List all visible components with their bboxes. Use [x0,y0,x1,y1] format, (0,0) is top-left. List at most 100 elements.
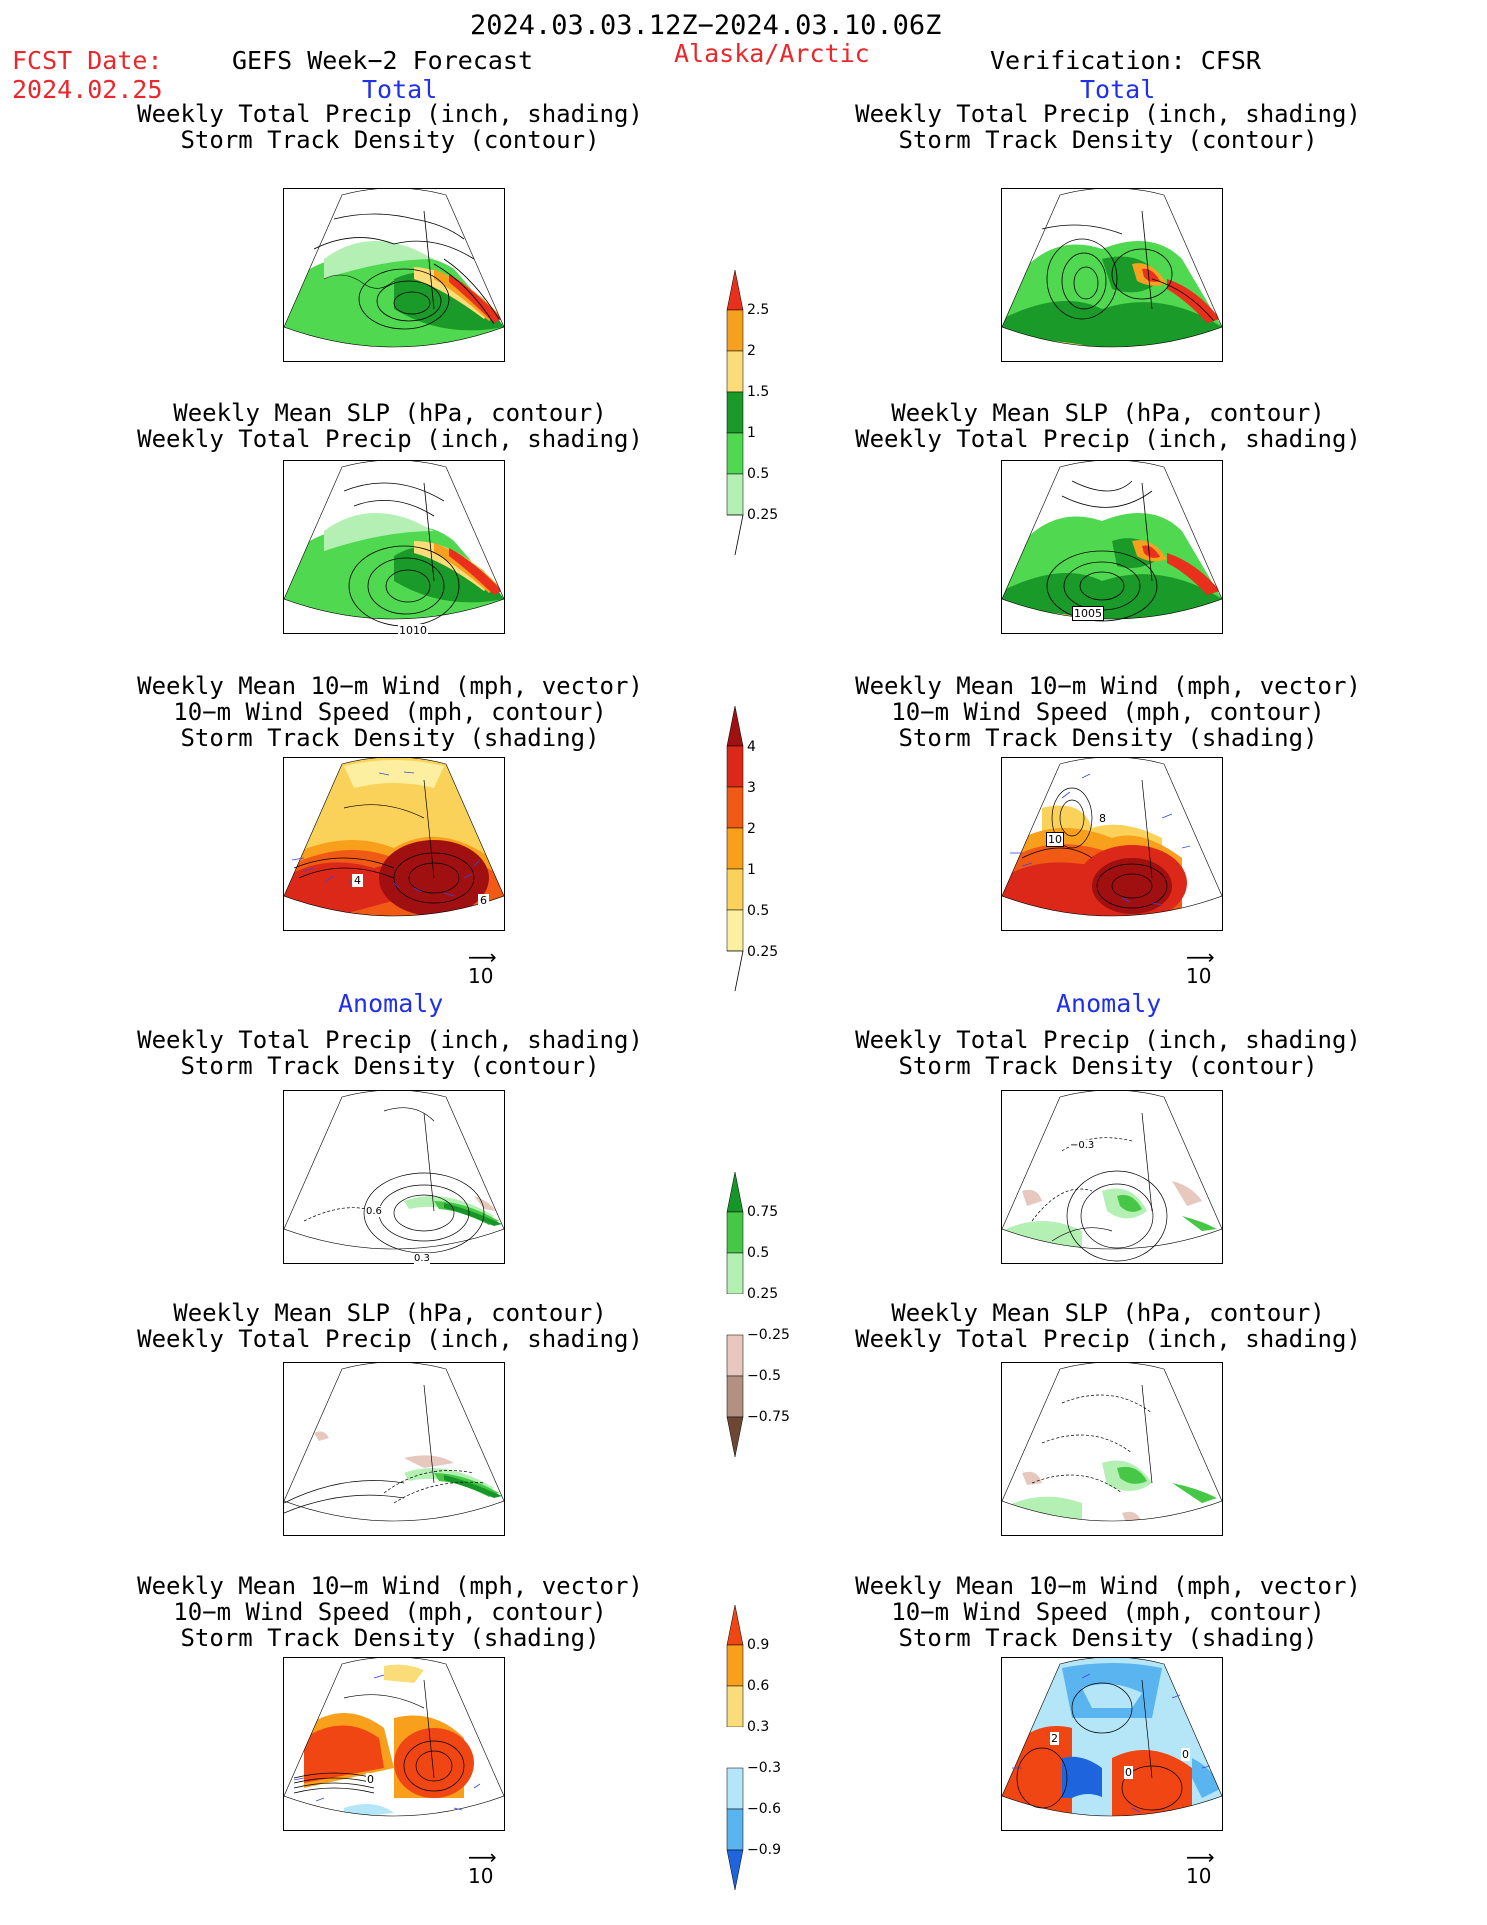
product-title: GEFS Week−2 Forecast [232,46,534,75]
date-range-title: 2024.03.03.12Z−2024.03.10.06Z [470,10,942,41]
reference-vector-label: 10 [468,964,494,988]
arrow-right-icon: ⟶ [1186,1845,1215,1869]
section-anomaly-left: Anomaly [338,989,444,1018]
colorbar-label: 1 [747,425,756,441]
slp-contour-label-verif: 1005 [1072,606,1104,621]
region-title: Alaska/Arctic [674,39,870,68]
fcst-date-label: FCST Date: [12,46,163,75]
colorbar-label: 0.3 [747,1719,770,1735]
title-line: Weekly Mean 10−m Wind (mph, vector) [137,1572,643,1600]
wind-contour-label-fcst-2: 6 [478,894,489,907]
title-line: Weekly Total Precip (inch, shading) [137,100,643,128]
colorbar-label: 0.6 [747,1678,770,1694]
reference-vector-total-verif: ⟶ 10 [1186,947,1215,988]
map-total-precip-track-verif [1001,188,1223,362]
title-line: Storm Track Density (shading) [898,724,1318,752]
title-line: Weekly Total Precip (inch, shading) [855,1325,1361,1353]
reference-vector-label: 10 [1186,964,1212,988]
title-line: 10−m Wind Speed (mph, contour) [173,1598,607,1626]
anom-track-label-fcst-a: 0.6 [366,1206,382,1217]
colorbar-label: 0.25 [747,944,779,960]
map-anom-precip-track-fcst [283,1090,505,1264]
colorbar-label: −0.25 [747,1327,790,1343]
colorbar-label: 4 [747,739,756,755]
colorbar-label: 0.5 [747,1245,770,1261]
colorbar-label: 0.75 [747,1204,779,1220]
title-anom-precip-track-fcst: Weekly Total Precip (inch, shading) Stor… [100,1027,680,1079]
title-line: Storm Track Density (shading) [898,1624,1318,1652]
map-anom-slp-precip-verif [1001,1362,1223,1536]
anom-track-label-verif: −0.3 [1070,1140,1095,1151]
anom-track-label-fcst-b: 0.3 [414,1253,430,1264]
colorbar-label: 0.5 [747,903,770,919]
title-line: Weekly Total Precip (inch, shading) [137,1325,643,1353]
map-total-precip-track-fcst [283,188,505,362]
title-total-slp-precip-verif: Weekly Mean SLP (hPa, contour) Weekly To… [818,400,1398,452]
anom-wind-label-verif-b: 0 [1124,1766,1133,1779]
colorbar-precip-anom-swatches [726,1171,744,1458]
title-line: Weekly Mean SLP (hPa, contour) [173,1299,607,1327]
colorbar-label: −0.5 [747,1368,781,1384]
fcst-date-value: 2024.02.25 [12,75,163,104]
wind-contour-label-verif-2: 8 [1098,812,1107,825]
title-total-wind-track-verif: Weekly Mean 10−m Wind (mph, vector) 10−m… [818,673,1398,751]
anom-wind-label-verif-a: 2 [1050,1732,1059,1745]
colorbar-label: −0.75 [747,1409,790,1425]
title-line: Storm Track Density (contour) [180,126,600,154]
title-line: Storm Track Density (shading) [180,1624,600,1652]
title-anom-precip-track-verif: Weekly Total Precip (inch, shading) Stor… [818,1027,1398,1079]
map-total-wind-track-fcst [283,757,505,931]
colorbar-track-total-swatches [726,705,744,992]
title-line: 10−m Wind Speed (mph, contour) [891,1598,1325,1626]
colorbar-label: −0.6 [747,1801,781,1817]
title-line: Storm Track Density (contour) [180,1052,600,1080]
colorbar-precip-anom: 0.75 0.5 0.25 −0.25 −0.5 −0.75 [723,1171,790,1461]
colorbar-label: 2.5 [747,302,770,318]
map-anom-wind-track-fcst [283,1657,505,1831]
map-total-wind-track-verif [1001,757,1223,931]
colorbar-label: 0.9 [747,1637,770,1653]
map-anom-wind-track-verif [1001,1657,1223,1831]
map-total-slp-precip-verif [1001,460,1223,634]
colorbar-track-anom: 0.9 0.6 0.3 −0.3 −0.6 −0.9 [723,1604,781,1894]
title-line: Weekly Total Precip (inch, shading) [137,425,643,453]
title-line: Weekly Mean SLP (hPa, contour) [891,1299,1325,1327]
section-anomaly-right: Anomaly [1056,989,1162,1018]
colorbar-label: 2 [747,343,756,359]
reference-vector-anom-fcst: ⟶ 10 [468,1845,497,1888]
reference-vector-anom-verif: ⟶ 10 [1186,1845,1215,1888]
wind-contour-label-fcst: 4 [352,874,363,887]
slp-contour-label-fcst: 1010 [398,624,428,637]
map-anom-precip-track-verif [1001,1090,1223,1264]
anom-wind-label-fcst: 0 [366,1773,375,1786]
title-line: Weekly Total Precip (inch, shading) [137,1026,643,1054]
title-total-slp-precip-fcst: Weekly Mean SLP (hPa, contour) Weekly To… [100,400,680,452]
title-line: Storm Track Density (contour) [898,126,1318,154]
title-line: Weekly Mean 10−m Wind (mph, vector) [137,672,643,700]
title-total-precip-track-fcst: Weekly Total Precip (inch, shading) Stor… [100,101,680,153]
colorbar-precip-total-swatches [726,269,744,556]
verification-title: Verification: CFSR [990,46,1261,75]
colorbar-label: 1.5 [747,384,770,400]
anom-wind-label-verif-c: 0 [1181,1748,1190,1761]
title-total-wind-track-fcst: Weekly Mean 10−m Wind (mph, vector) 10−m… [100,673,680,751]
title-anom-slp-precip-fcst: Weekly Mean SLP (hPa, contour) Weekly To… [100,1300,680,1352]
wind-contour-label-verif: 10 [1046,832,1064,847]
title-line: Weekly Total Precip (inch, shading) [855,1026,1361,1054]
colorbar-label: 1 [747,862,756,878]
section-total-right: Total [1080,75,1156,104]
title-line: 10−m Wind Speed (mph, contour) [891,698,1325,726]
title-line: Weekly Mean 10−m Wind (mph, vector) [855,1572,1361,1600]
colorbar-label: 3 [747,780,756,796]
map-anom-slp-precip-fcst [283,1362,505,1536]
title-line: Weekly Mean 10−m Wind (mph, vector) [855,672,1361,700]
colorbar-precip-total: 2.5 2 1.5 1 0.5 0.25 [723,269,778,559]
title-anom-slp-precip-verif: Weekly Mean SLP (hPa, contour) Weekly To… [818,1300,1398,1352]
colorbar-track-anom-swatches [726,1604,744,1891]
title-line: Weekly Total Precip (inch, shading) [855,425,1361,453]
arrow-right-icon: ⟶ [468,945,497,969]
title-line: Storm Track Density (contour) [898,1052,1318,1080]
arrow-right-icon: ⟶ [468,1845,497,1869]
reference-vector-total-fcst: ⟶ 10 [468,945,497,988]
